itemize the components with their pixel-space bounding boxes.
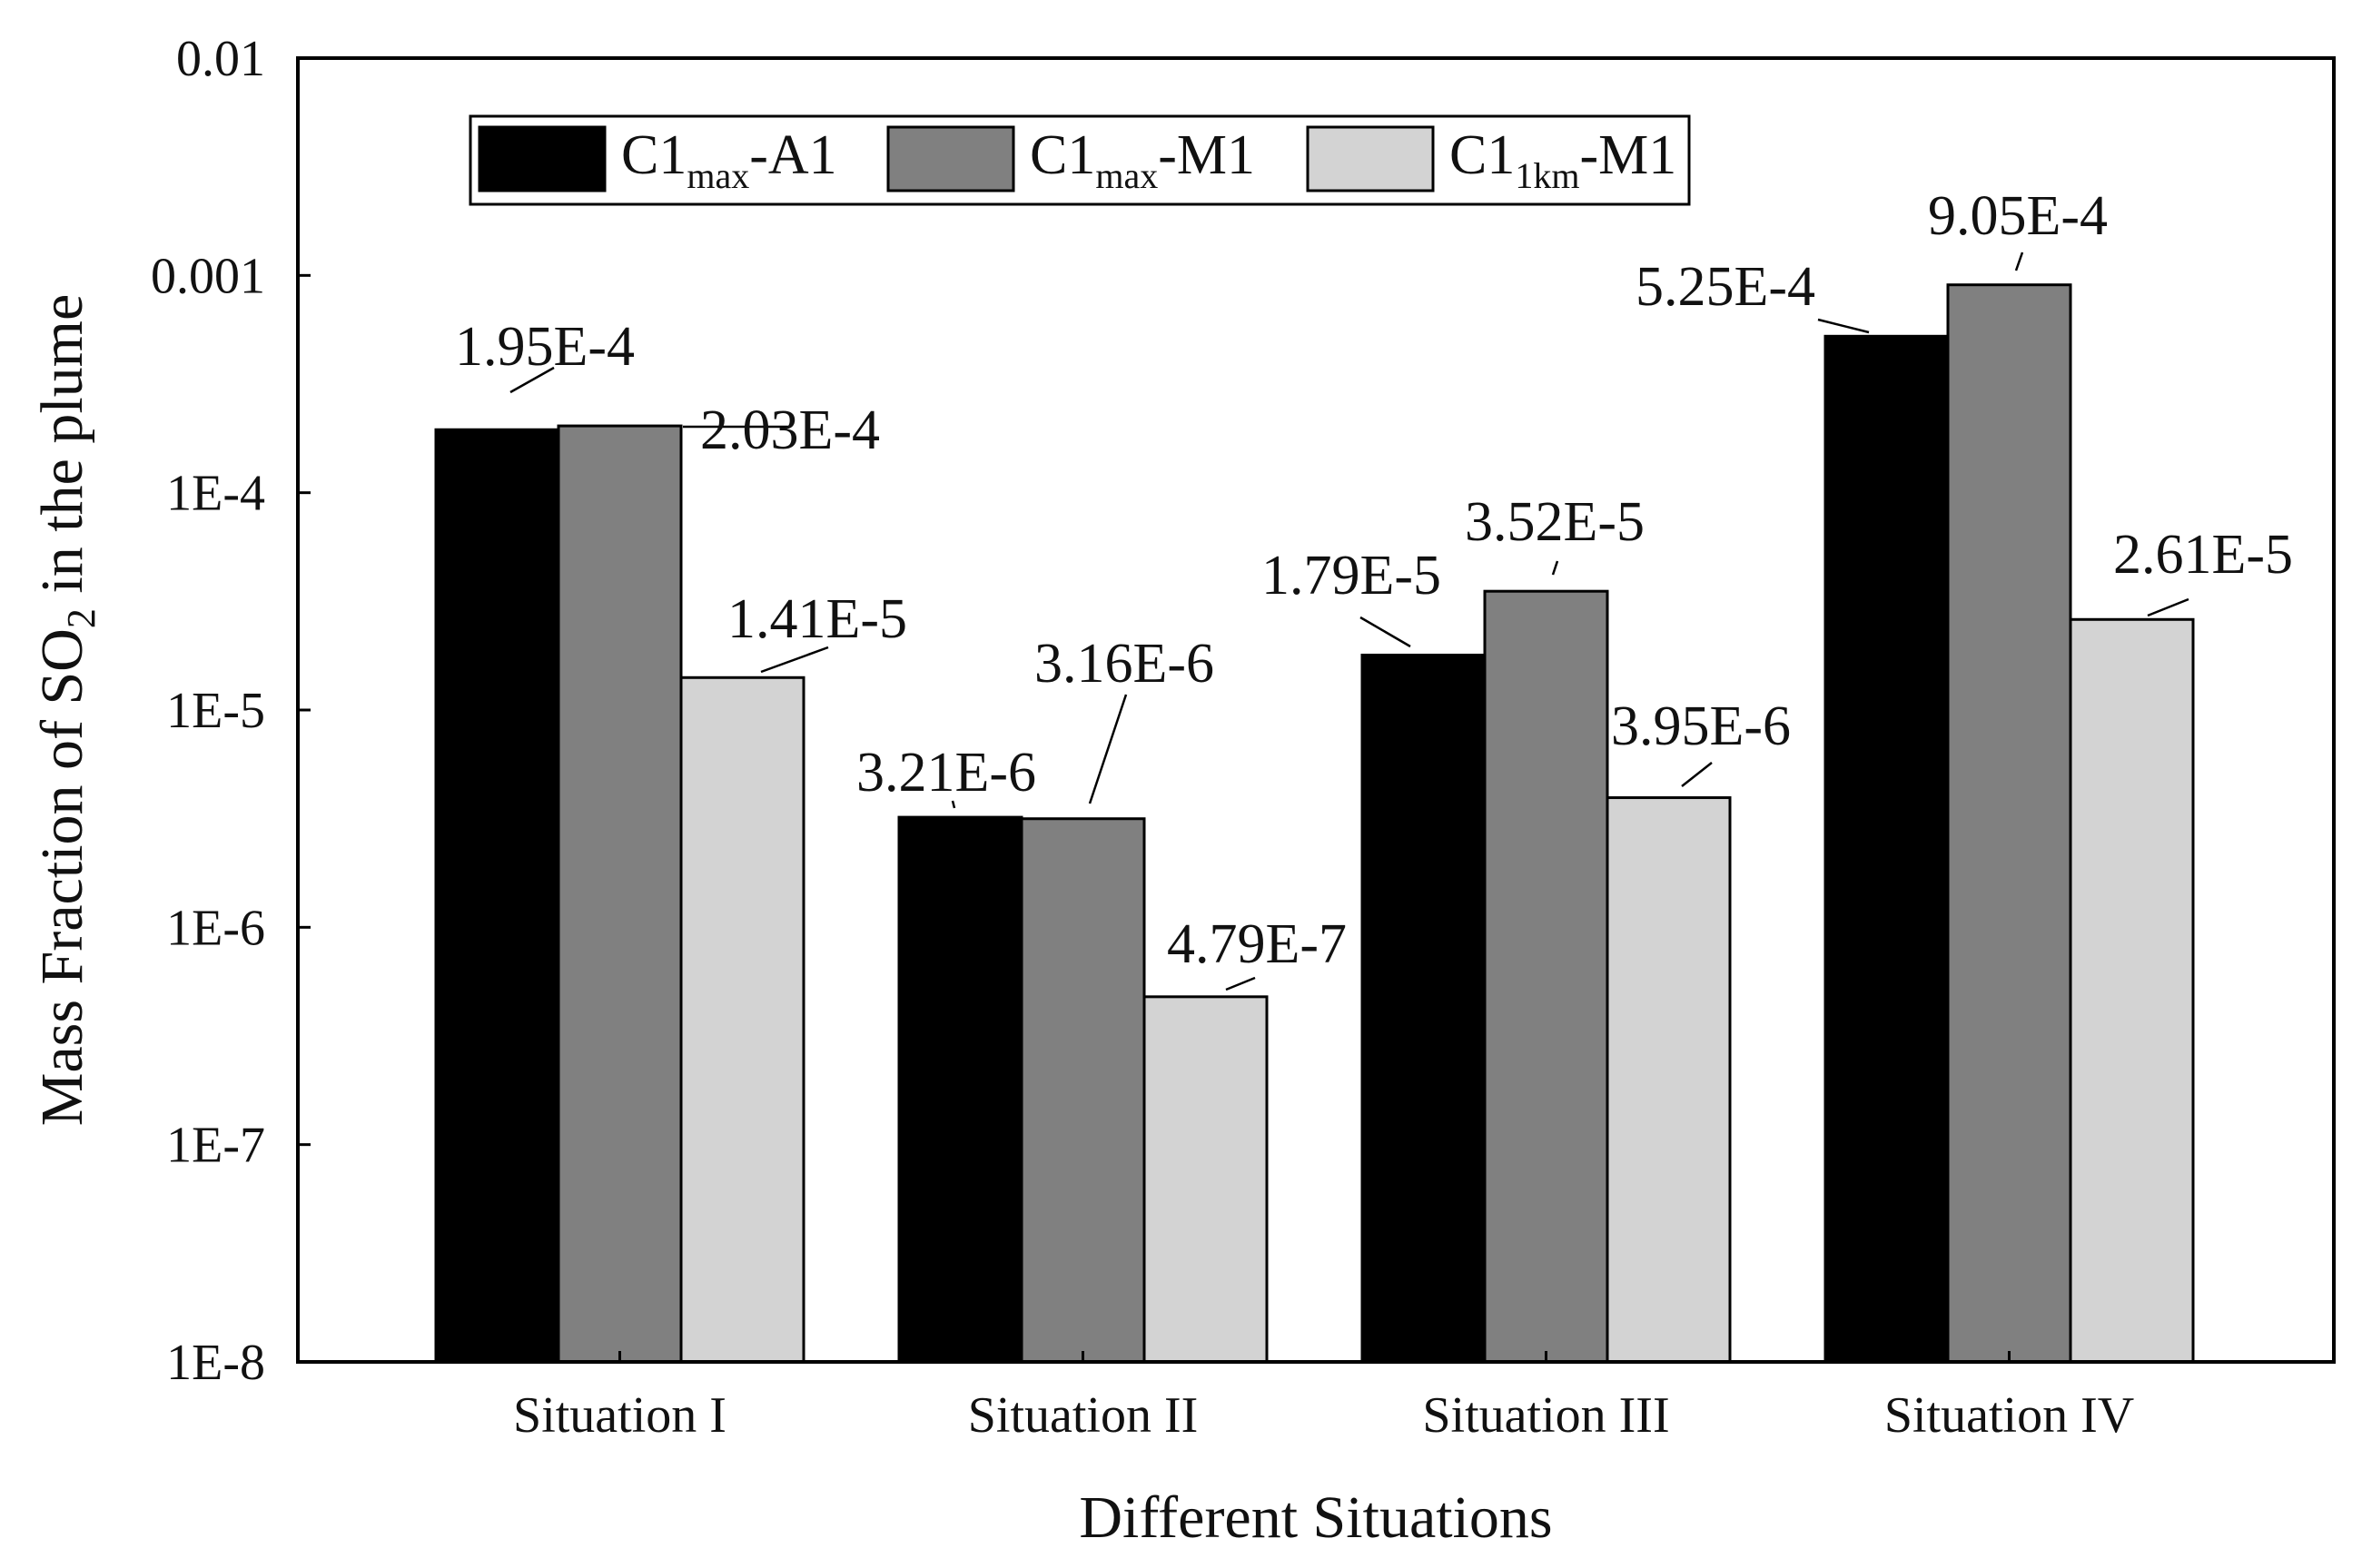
leader-line — [2014, 251, 2024, 271]
bar-4-series-1 — [1823, 334, 1950, 1364]
leader-line — [1681, 762, 1713, 787]
bar-1-series-1 — [434, 428, 560, 1364]
legend-label-suffix: -M1 — [1579, 124, 1676, 186]
data-label-3-series-2: 3.52E-5 — [1465, 491, 1645, 553]
y-tick-label: 0.001 — [151, 248, 265, 304]
legend-label: C1max-M1 — [1030, 124, 1255, 196]
y-axis-title: Mass Fraction of SO2 in the plume — [29, 294, 104, 1127]
legend-label-suffix: -A1 — [749, 124, 836, 186]
bar-1-series-3 — [679, 676, 805, 1364]
leader-line — [760, 646, 829, 674]
data-label-1-series-2: 2.03E-4 — [700, 399, 880, 461]
data-label-2-series-3: 4.79E-7 — [1167, 913, 1347, 975]
legend-label-suffix: -M1 — [1158, 124, 1255, 186]
bar-2-series-3 — [1142, 995, 1269, 1364]
category-label: Situation III — [1422, 1387, 1669, 1444]
legend-swatch — [478, 125, 607, 192]
y-axis-title-main: Mass Fraction of SO — [29, 628, 95, 1126]
data-label-4-series-2: 9.05E-4 — [1928, 185, 2108, 247]
category-label: Situation II — [968, 1387, 1199, 1444]
x-axis-title: Different Situations — [1079, 1484, 1552, 1551]
data-label-3-series-1: 1.79E-5 — [1261, 545, 1441, 606]
legend-label: C1max-A1 — [621, 124, 837, 196]
y-tick-label: 1E-6 — [166, 900, 265, 956]
legend-items: C1max-A1 C1max-M1 C11km-M1 — [478, 124, 1676, 196]
legend-swatch — [886, 125, 1015, 192]
legend-box — [469, 114, 1691, 206]
y-tick-label: 1E-5 — [166, 683, 265, 739]
legend-label-base: C1 — [621, 124, 687, 186]
data-label-2-series-2: 3.16E-6 — [1034, 633, 1214, 695]
y-axis-title-rest: in the plume — [29, 294, 95, 608]
y-tick-label: 0.01 — [176, 31, 265, 87]
bar-3-series-1 — [1360, 653, 1487, 1364]
leader-line — [2147, 597, 2189, 617]
leader-line — [1359, 616, 1411, 648]
bar-4-series-3 — [2069, 617, 2195, 1364]
data-label-4-series-1: 5.25E-4 — [1636, 256, 1815, 318]
bar-2-series-2 — [1020, 817, 1146, 1364]
data-label-1-series-3: 1.41E-5 — [727, 588, 907, 650]
leader-line — [509, 366, 555, 394]
legend: C1max-A1 C1max-M1 C11km-M1 — [469, 114, 1691, 206]
y-axis-title-sub: 2 — [59, 608, 104, 628]
legend-label-sub: max — [687, 155, 749, 196]
bars-layer — [434, 283, 2195, 1364]
y-tick-label: 1E-8 — [166, 1335, 265, 1391]
data-label-2-series-1: 3.21E-6 — [856, 742, 1036, 804]
legend-label-base: C1 — [1449, 124, 1515, 186]
legend-label: C11km-M1 — [1449, 124, 1676, 196]
leader-line — [951, 800, 956, 809]
label-leaders — [509, 251, 2189, 991]
data-labels: 1.95E-4 2.03E-4 1.41E-5 3.21E-6 3.16E-6 4.79E… — [455, 185, 2293, 975]
data-label-3-series-3: 3.95E-6 — [1611, 695, 1791, 757]
x-axis-categories: Situation I Situation II Situation III Situ… — [513, 1351, 2134, 1444]
y-axis-ticks: 1E-8 1E-7 1E-6 1E-5 1E-4 0.001 0.01 — [151, 31, 311, 1391]
bar-2-series-1 — [897, 815, 1023, 1364]
bar-4-series-2 — [1946, 283, 2072, 1364]
bar-3-series-3 — [1606, 796, 1732, 1364]
leader-line — [1817, 318, 1870, 334]
leader-line — [1225, 976, 1256, 991]
y-tick-label: 1E-7 — [166, 1118, 265, 1174]
category-label: Situation IV — [1884, 1387, 2134, 1444]
data-label-1-series-1: 1.95E-4 — [455, 316, 635, 378]
y-tick-label: 1E-4 — [166, 466, 265, 522]
legend-swatch — [1306, 125, 1435, 192]
bar-3-series-2 — [1483, 589, 1609, 1364]
legend-label-sub: 1km — [1515, 155, 1579, 196]
legend-label-base: C1 — [1030, 124, 1095, 186]
category-label: Situation I — [513, 1387, 726, 1444]
leader-line — [1551, 560, 1559, 576]
leader-line — [1088, 694, 1128, 804]
bar-1-series-2 — [557, 424, 683, 1364]
data-label-4-series-3: 2.61E-5 — [2113, 524, 2293, 586]
legend-label-sub: max — [1095, 155, 1158, 196]
